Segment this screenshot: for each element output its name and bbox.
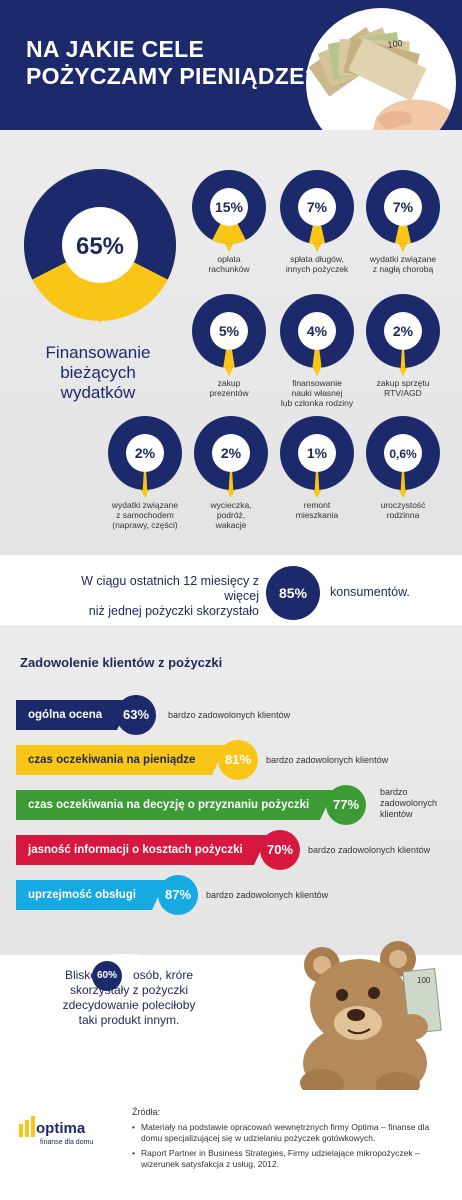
satisfaction-value-overall: 63%: [116, 695, 156, 735]
small-pie-value: 15%: [215, 199, 244, 215]
sources-list: Materiały na podstawie opracowań wewnętr…: [132, 1122, 448, 1174]
optima-logo-tagline: finanse dla domu: [40, 1139, 94, 1146]
small-pie-value: 2%: [393, 323, 414, 339]
small-pie-value: 7%: [393, 199, 414, 215]
pie-center: [210, 312, 248, 350]
satisfaction-value-courtesy: 87%: [158, 875, 198, 915]
small-pie-chart: 7%: [280, 170, 354, 252]
pie-center: [210, 188, 248, 226]
satisfaction-bar-cost-info: jasność informacji o kosztach pożyczki: [16, 835, 268, 865]
recommendation-bubble: [30, 954, 220, 1079]
small-pie-chart: 0,6%: [366, 416, 440, 498]
pie-center: [298, 434, 336, 472]
satisfaction-desc-cost-info: bardzo zadowolonych klientów: [308, 845, 431, 855]
satisfaction-bar-overall: ogólna ocena: [16, 700, 131, 730]
small-pie-value: 4%: [307, 323, 328, 339]
big-pie-value: 65%: [76, 233, 124, 260]
satisfaction-value-money-wait: 81%: [218, 740, 258, 780]
recommendation-value-circle: 60%: [92, 961, 122, 991]
small-pie-label: remont mieszkania: [295, 500, 339, 520]
small-pie-chart: 7%: [366, 170, 440, 252]
pie-center: [298, 312, 336, 350]
satisfaction-value-cost-info: 70%: [260, 830, 300, 870]
satisfaction-bar-courtesy: uprzejmość obsługi: [16, 880, 166, 910]
pie-center: [384, 188, 422, 226]
pie-center: [384, 434, 422, 472]
small-pie-value: 7%: [307, 199, 328, 215]
small-pie-label: wycieczka, podróż, wakacje: [210, 500, 252, 530]
pie-center: [62, 207, 138, 283]
small-pie-chart: 1%: [280, 416, 354, 498]
hand-with-money-illustration: 100: [306, 8, 456, 158]
summary-text: W ciągu ostatnich 12 miesięcy z więcej n…: [81, 574, 259, 618]
satisfaction-desc-money-wait: bardzo zadowolonych klientów: [266, 755, 389, 765]
small-pie-label: zakup sprzętu RTV/AGD: [376, 378, 430, 398]
satisfaction-desc-decision-wait: bardzo zadowolonych klientów: [380, 787, 438, 819]
recommendation-text: Blisko osób, króre skorzystały z pożyczki…: [62, 968, 196, 1027]
small-pie-chart: 2%: [194, 416, 268, 498]
pie-center: [126, 434, 164, 472]
banknote-denomination: 100: [387, 38, 403, 50]
small-pie-chart: 15%: [192, 170, 266, 252]
satisfaction-desc-overall: bardzo zadowolonych klientów: [168, 710, 291, 720]
satisfaction-title: Zadowolenie klientów z pożyczki: [20, 655, 223, 670]
small-pie-label: opłata rachunków: [208, 254, 250, 274]
pie-center: [384, 312, 422, 350]
small-pie-value: 2%: [221, 445, 242, 461]
small-pie-value: 2%: [135, 445, 156, 461]
big-pie-caption: Finansowanie bieżących wydatków: [45, 343, 151, 402]
satisfaction-value-decision-wait: 77%: [326, 785, 366, 825]
satisfaction-bar-money-wait: czas oczekiwania na pieniądze: [16, 745, 226, 775]
small-pie-value: 5%: [219, 323, 240, 339]
big-pie-chart: 65%: [24, 169, 176, 323]
satisfaction-bar-decision-wait: czas oczekiwania na decyzję o przyznaniu…: [16, 790, 334, 820]
small-pie-label: wydatki związane z samochodem (naprawy, cz…: [111, 500, 179, 530]
teddy-bear-mascot-icon: 100: [300, 941, 442, 1100]
source-item: Raport Partner in Business Strategies, F…: [132, 1148, 448, 1170]
summary-strip: [0, 555, 462, 625]
footer: [0, 1090, 462, 1200]
small-pie-chart: 2%: [108, 416, 182, 498]
page-title: NA JAKIE CELE POŻYCZAMY PIENIĄDZE?: [26, 36, 320, 89]
small-pie-label: uroczystość rodzinna: [380, 500, 426, 520]
banknotes-fan-icon: 100: [308, 26, 456, 158]
pie-center: [298, 188, 336, 226]
small-pie-value: 1%: [307, 445, 328, 461]
sources-title: Źródła:: [132, 1107, 161, 1117]
satisfaction-desc-courtesy: bardzo zadowolonych klientów: [206, 890, 329, 900]
small-pie-chart: 5%: [192, 294, 266, 376]
optima-logo-icon: [19, 1116, 35, 1137]
summary-text-after: konsumentów.: [330, 585, 410, 599]
small-pie-label: wydatki związane z nagłą chorobą: [369, 254, 437, 274]
optima-logo-name: optima: [36, 1120, 86, 1137]
bear-banknote-denomination: 100: [417, 976, 431, 985]
small-pie-value: 0,6%: [389, 447, 417, 461]
summary-value-circle: 85%: [266, 566, 320, 620]
small-pie-label: finansowanie nauki własnej lub członka rod…: [280, 378, 354, 408]
small-pie-label: zakup prezentów: [209, 378, 249, 398]
small-pie-label: spłata długów, innych pożyczek: [285, 254, 349, 274]
small-pie-chart: 4%: [280, 294, 354, 376]
small-pie-chart: 2%: [366, 294, 440, 376]
pie-center: [212, 434, 250, 472]
source-item: Materiały na podstawie opracowań wewnętr…: [132, 1122, 448, 1144]
